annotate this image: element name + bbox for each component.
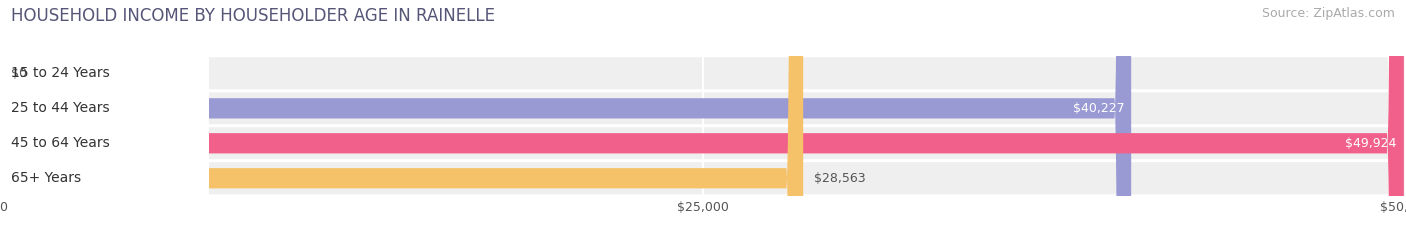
FancyBboxPatch shape [0,0,208,233]
Text: $40,227: $40,227 [1073,102,1125,115]
Text: 25 to 44 Years: 25 to 44 Years [11,101,110,115]
Text: Source: ZipAtlas.com: Source: ZipAtlas.com [1261,7,1395,20]
FancyBboxPatch shape [0,0,208,233]
Text: 15 to 24 Years: 15 to 24 Years [11,66,110,80]
Text: $49,924: $49,924 [1346,137,1396,150]
Text: $0: $0 [11,67,27,80]
Text: 65+ Years: 65+ Years [11,171,82,185]
Text: 45 to 64 Years: 45 to 64 Years [11,136,110,150]
Text: HOUSEHOLD INCOME BY HOUSEHOLDER AGE IN RAINELLE: HOUSEHOLD INCOME BY HOUSEHOLDER AGE IN R… [11,7,495,25]
FancyBboxPatch shape [0,0,208,233]
FancyBboxPatch shape [0,0,1132,233]
Text: $28,563: $28,563 [814,172,866,185]
FancyBboxPatch shape [0,0,803,233]
FancyBboxPatch shape [0,0,208,233]
